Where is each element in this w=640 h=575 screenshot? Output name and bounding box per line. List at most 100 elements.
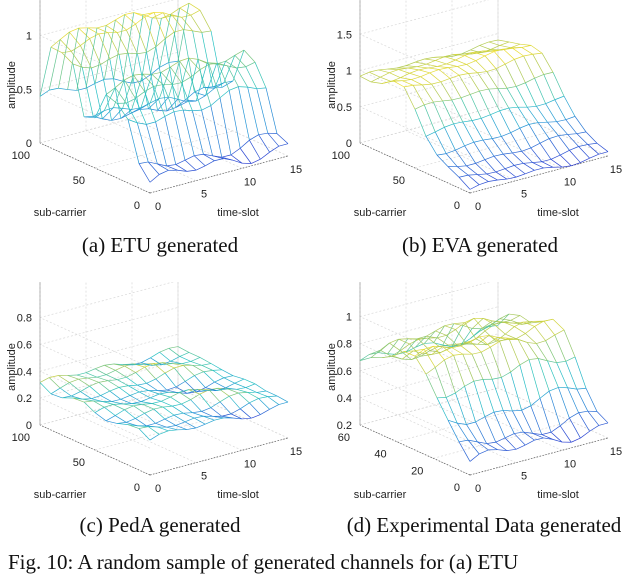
- mesh-segment: [411, 80, 422, 85]
- mesh-segment: [522, 148, 531, 151]
- mesh-segment: [112, 399, 121, 401]
- mesh-segment: [246, 67, 257, 89]
- mesh-segment: [487, 174, 498, 180]
- mesh-segment: [174, 32, 185, 100]
- mesh-segment: [270, 405, 279, 410]
- mesh-segment: [501, 133, 510, 137]
- mesh-segment: [117, 423, 128, 424]
- mesh-segment: [115, 370, 126, 377]
- mesh-segment: [533, 53, 542, 54]
- mesh-segment: [555, 96, 564, 100]
- mesh-segment: [139, 429, 150, 441]
- mesh-segment: [415, 59, 424, 62]
- mesh-segment: [470, 454, 479, 461]
- mesh-segment: [525, 78, 534, 83]
- mesh-segment: [569, 418, 580, 438]
- mesh-segment: [237, 68, 248, 87]
- mesh-segment: [51, 394, 62, 398]
- mesh-segment: [93, 111, 104, 117]
- mesh-segment: [163, 407, 174, 415]
- mesh-segment: [161, 397, 170, 401]
- mesh-segment: [463, 121, 472, 122]
- mesh-segment: [481, 118, 492, 138]
- z-gridline: [40, 318, 150, 368]
- mesh-segment: [577, 132, 586, 134]
- mesh-segment: [194, 154, 203, 155]
- mesh-segment: [501, 377, 512, 411]
- mesh-segment: [514, 327, 525, 334]
- mesh-segment: [200, 64, 209, 69]
- z-tick-label: 1: [346, 66, 352, 78]
- mesh-segment: [95, 25, 106, 83]
- mesh-segment: [185, 160, 196, 170]
- mesh-segment: [553, 319, 564, 330]
- mesh-segment: [185, 376, 194, 382]
- y-tick-label: 0: [134, 482, 140, 494]
- mesh-segment: [470, 91, 479, 94]
- z-gridline: [40, 334, 178, 371]
- mesh-segment: [494, 410, 503, 412]
- mesh-segment: [145, 86, 154, 91]
- mesh-segment: [435, 60, 446, 64]
- z-tick-label: 0.2: [337, 420, 352, 432]
- y-tick-label: 0: [454, 482, 460, 494]
- mesh-segment: [58, 376, 69, 383]
- mesh-segment: [566, 357, 575, 361]
- mesh-segment: [196, 166, 205, 170]
- mesh-segment: [465, 386, 476, 422]
- y-tick-label: 50: [393, 175, 405, 187]
- mesh-segment: [77, 373, 86, 375]
- mesh-segment: [182, 361, 191, 363]
- mesh-segment: [467, 64, 478, 72]
- mesh-segment: [542, 319, 553, 322]
- mesh-segment: [444, 124, 453, 127]
- mesh-segment: [529, 359, 538, 360]
- mesh-segment: [465, 381, 474, 386]
- mesh-segment: [205, 420, 214, 424]
- mesh-segment: [435, 132, 446, 154]
- mesh-segment: [540, 391, 549, 398]
- z-tick-label: 0.4: [337, 393, 352, 405]
- mesh-segment: [145, 17, 156, 47]
- mesh-segment: [406, 66, 417, 67]
- mesh-segment: [174, 112, 185, 160]
- mesh-segment: [505, 438, 516, 449]
- mesh-segment: [194, 376, 205, 388]
- mesh-segment: [119, 387, 130, 395]
- mesh-segment: [498, 89, 509, 108]
- mesh-segment: [194, 156, 205, 166]
- mesh-segment: [242, 418, 251, 419]
- mesh-segment: [452, 98, 461, 100]
- mesh-segment: [410, 73, 421, 76]
- z-tick-label: 0.5: [17, 84, 32, 96]
- mesh-segment: [240, 409, 251, 418]
- mesh-segment: [40, 378, 49, 383]
- mesh-segment: [169, 97, 178, 99]
- mesh-segment: [255, 384, 266, 391]
- mesh-segment: [439, 70, 450, 79]
- mesh-segment: [161, 401, 172, 406]
- mesh-segment: [516, 445, 525, 449]
- mesh-segment: [251, 415, 260, 419]
- mesh-segment: [202, 408, 211, 412]
- mesh-segment: [522, 406, 531, 410]
- mesh-segment: [404, 85, 413, 87]
- mesh-segment: [500, 314, 509, 319]
- y-gridline: [360, 106, 498, 143]
- mesh-segment: [474, 142, 485, 159]
- mesh-segment: [231, 409, 240, 414]
- mesh-segment: [183, 365, 194, 375]
- x-gridline: [178, 106, 288, 156]
- mesh-segment: [456, 56, 465, 60]
- mesh-segment: [531, 406, 542, 435]
- y-gridline: [433, 421, 571, 458]
- mesh-segment: [525, 83, 536, 107]
- x-tick-label: 5: [521, 189, 527, 201]
- mesh-segment: [257, 88, 266, 89]
- mesh-segment: [463, 122, 474, 142]
- mesh-segment: [479, 450, 488, 454]
- x-axis-label: time-slot: [537, 207, 579, 219]
- mesh-segment: [452, 348, 463, 355]
- mesh-segment: [51, 388, 60, 394]
